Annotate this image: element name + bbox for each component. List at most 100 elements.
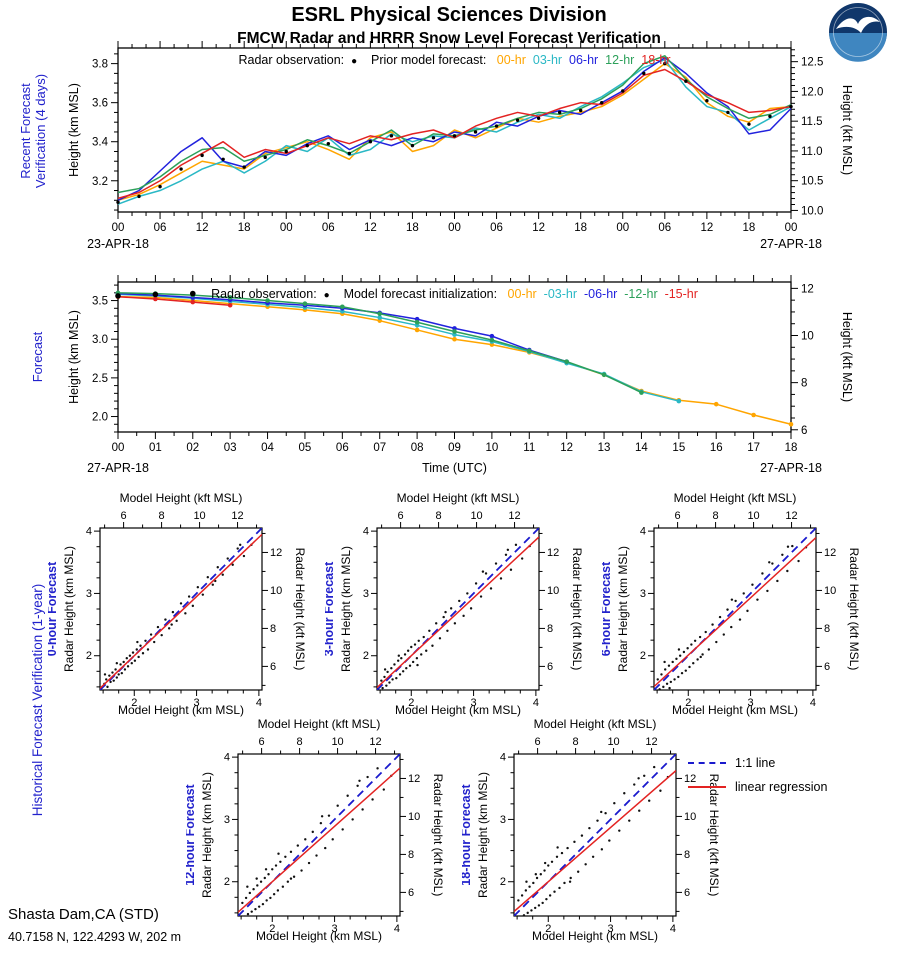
svg-text:3.5: 3.5 <box>92 296 108 308</box>
svg-text:3.0: 3.0 <box>92 334 108 346</box>
svg-text:27-APR-18: 27-APR-18 <box>87 461 149 475</box>
svg-text:6: 6 <box>270 661 276 673</box>
svg-text:3: 3 <box>332 923 338 935</box>
svg-text:Radar Height (kft MSL): Radar Height (kft MSL) <box>431 774 445 897</box>
section-label-historical-verification: Historical Forecast Verification (1-year… <box>30 583 45 817</box>
svg-text:06: 06 <box>336 442 349 454</box>
svg-text:18: 18 <box>743 222 756 234</box>
regression-line <box>238 767 400 913</box>
svg-text:Model Height (km MSL): Model Height (km MSL) <box>256 929 382 943</box>
svg-text:Radar Height (kft MSL): Radar Height (kft MSL) <box>847 548 861 671</box>
svg-text:6: 6 <box>801 425 807 437</box>
svg-text:10: 10 <box>470 510 482 522</box>
svg-text:12: 12 <box>532 222 545 234</box>
svg-text:Radar Height (kft MSL): Radar Height (kft MSL) <box>707 774 721 897</box>
svg-text:8: 8 <box>270 623 276 635</box>
svg-text:27-APR-18: 27-APR-18 <box>760 461 822 475</box>
svg-text:8: 8 <box>684 849 690 861</box>
legend-label: linear regression <box>735 780 828 794</box>
svg-text:Radar Height (km MSL): Radar Height (km MSL) <box>200 772 214 898</box>
svg-text:16: 16 <box>710 442 723 454</box>
svg-text:4: 4 <box>500 752 506 764</box>
svg-text:6: 6 <box>535 736 541 748</box>
svg-text:09: 09 <box>448 442 461 454</box>
svg-text:17: 17 <box>747 442 760 454</box>
regression-line <box>100 533 262 689</box>
svg-text:6: 6 <box>547 661 553 673</box>
svg-text:10: 10 <box>270 585 282 597</box>
svg-text:12: 12 <box>801 283 814 295</box>
scatter-axes-3 <box>232 748 406 922</box>
svg-text:06: 06 <box>154 222 167 234</box>
svg-text:6: 6 <box>408 887 414 899</box>
scatter-points-1 <box>380 543 531 690</box>
svg-text:6: 6 <box>684 887 690 899</box>
scatter-panel-18-hour: 2 2 3 3 4 4 6 6 8 8 10 10 12 12 Model Height (kft MSL)… <box>459 714 722 946</box>
scatter-labels-1: 2 2 3 3 4 4 6 6 8 8 10 10 12 12 Model Height (kft MSL)… <box>322 491 584 717</box>
svg-text:12: 12 <box>270 547 282 559</box>
scatter-points-4 <box>517 765 670 916</box>
svg-text:Model Height (km MSL): Model Height (km MSL) <box>118 703 244 717</box>
scatter-axes-4 <box>508 748 682 922</box>
svg-text:06: 06 <box>490 222 503 234</box>
svg-text:11.0: 11.0 <box>801 146 823 158</box>
svg-text:12: 12 <box>684 773 696 785</box>
svg-text:4: 4 <box>394 923 400 935</box>
svg-text:08: 08 <box>411 442 424 454</box>
svg-text:12: 12 <box>369 736 381 748</box>
forecast-tick-labels: 00 01 02 03 04 05 06 07 08 09 10 11 12 13 14 15 16 17 18 2.… <box>67 283 854 475</box>
recent-radar-obs-dots <box>116 61 793 204</box>
svg-text:10.5: 10.5 <box>801 176 823 188</box>
scatter-points-2 <box>656 544 808 690</box>
forecast-svg: 00 01 02 03 04 05 06 07 08 09 10 11 12 13 14 15 16 17 18 2.… <box>67 275 854 475</box>
svg-text:8: 8 <box>547 623 553 635</box>
svg-text:2: 2 <box>86 650 92 662</box>
scatter-points-3 <box>241 767 393 916</box>
svg-text:2: 2 <box>363 650 369 662</box>
scatter-panel-0-hour: 2 2 3 3 4 4 6 6 8 8 10 10 12 12 Model Height (kft MSL)… <box>45 488 308 720</box>
svg-text:2.5: 2.5 <box>92 373 108 385</box>
svg-text:8: 8 <box>297 736 303 748</box>
forecast-legend: Radar observation: ● Model forecast init… <box>211 287 698 301</box>
svg-text:3: 3 <box>640 588 646 600</box>
svg-text:18: 18 <box>574 222 587 234</box>
svg-text:Model Height (kft MSL): Model Height (kft MSL) <box>534 717 657 731</box>
svg-text:Model Height (kft MSL): Model Height (kft MSL) <box>397 491 520 505</box>
svg-text:6: 6 <box>824 661 830 673</box>
scatter-svg-0: 2 2 3 3 4 4 6 6 8 8 10 10 12 12 Model Height (kft MSL)… <box>45 491 307 717</box>
svg-text:Radar Height (km MSL): Radar Height (km MSL) <box>476 772 490 898</box>
svg-text:Radar Height (kft MSL): Radar Height (kft MSL) <box>570 548 584 671</box>
series--12-hr <box>117 292 642 394</box>
svg-text:4: 4 <box>86 526 92 538</box>
svg-text:10: 10 <box>408 811 420 823</box>
svg-text:Model Height (kft MSL): Model Height (kft MSL) <box>674 491 797 505</box>
svg-text:15: 15 <box>672 442 685 454</box>
svg-text:3: 3 <box>86 588 92 600</box>
svg-text:2: 2 <box>685 697 691 709</box>
svg-text:02: 02 <box>186 442 199 454</box>
legend-item-regression: linear regression <box>688 780 827 794</box>
regression-line <box>654 537 816 688</box>
svg-text:6: 6 <box>675 510 681 522</box>
series--03-hr <box>117 293 680 402</box>
recent-series <box>117 55 792 205</box>
svg-text:Model Height (kft MSL): Model Height (kft MSL) <box>258 717 381 731</box>
scatter-labels-0: 2 2 3 3 4 4 6 6 8 8 10 10 12 12 Model Height (kft MSL)… <box>45 491 307 717</box>
svg-text:3: 3 <box>471 697 477 709</box>
svg-text:00: 00 <box>785 222 798 234</box>
one-to-one-line <box>514 754 676 916</box>
svg-text:23-APR-18: 23-APR-18 <box>87 237 149 251</box>
svg-text:3.2: 3.2 <box>92 176 108 188</box>
one-to-one-line <box>654 528 816 690</box>
one-to-one-line <box>238 754 400 916</box>
scatter-labels-2: 2 2 3 3 4 4 6 6 8 8 10 10 12 12 Model Height (kft MSL)… <box>599 491 861 717</box>
svg-text:12: 12 <box>700 222 713 234</box>
svg-text:12: 12 <box>508 510 520 522</box>
svg-text:2: 2 <box>224 876 230 888</box>
svg-text:12.0: 12.0 <box>801 86 823 98</box>
svg-text:4: 4 <box>533 697 539 709</box>
scatter-panel-3-hour: 2 2 3 3 4 4 6 6 8 8 10 10 12 12 Model Height (kft MSL)… <box>322 488 585 720</box>
svg-text:6-hour Forecast: 6-hour Forecast <box>602 561 613 656</box>
svg-text:03: 03 <box>224 442 237 454</box>
